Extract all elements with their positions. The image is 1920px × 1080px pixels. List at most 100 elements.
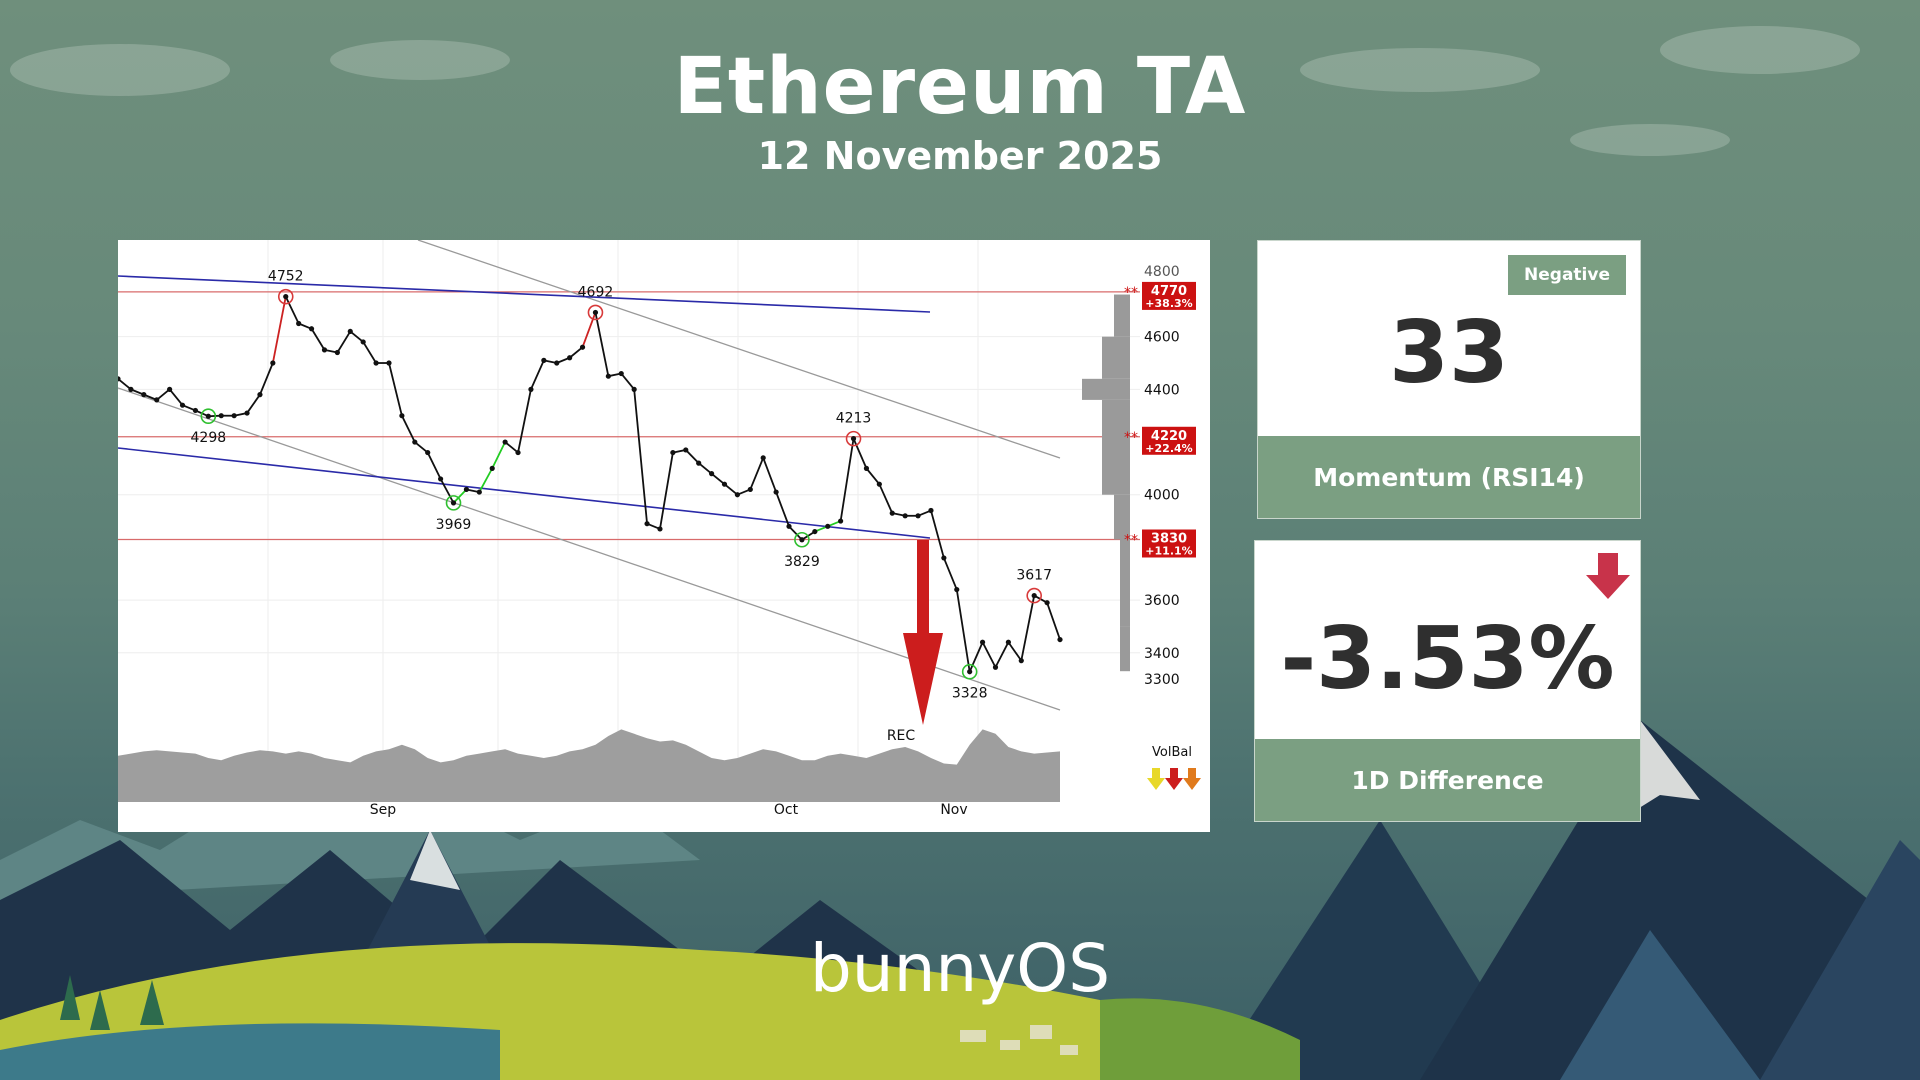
price-point <box>876 481 882 487</box>
price-segment <box>336 330 352 353</box>
swing-marker <box>794 531 810 548</box>
price-point <box>838 518 844 524</box>
price-point <box>515 449 521 456</box>
price-point <box>579 344 586 350</box>
volume-area <box>118 729 1060 802</box>
price-point <box>1005 639 1011 645</box>
price-segment <box>118 378 132 391</box>
level-change: +22.4% <box>1145 442 1192 455</box>
price-segment <box>930 510 945 559</box>
price-segment <box>594 312 610 377</box>
price-point <box>683 447 689 453</box>
down-arrow-icon <box>1586 553 1630 599</box>
price-point <box>1018 658 1024 664</box>
price-point <box>928 507 934 514</box>
price-point <box>283 294 289 300</box>
price-point <box>747 486 753 493</box>
price-point <box>118 376 121 382</box>
swing-label: 3969 <box>436 517 472 533</box>
level-price-box <box>1142 529 1196 558</box>
price-point <box>915 513 921 519</box>
price-point <box>386 360 392 366</box>
price-point <box>954 586 960 593</box>
price-point <box>889 510 895 516</box>
daily-difference-label: 1D Difference <box>1255 739 1640 821</box>
price-segment <box>401 415 416 443</box>
swing-marker <box>277 288 294 305</box>
price-segment <box>414 441 429 454</box>
page-title: Ethereum TA <box>673 42 1247 132</box>
price-point <box>825 523 831 529</box>
price-segment <box>685 449 700 464</box>
price-chart-svg: 4752 4692 4213 3617 4298 3969 3829 3328 REC 3300 3… <box>118 240 1201 818</box>
price-segment <box>246 394 261 414</box>
price-point <box>902 513 908 519</box>
price-segment <box>284 296 300 324</box>
price-point <box>734 492 740 498</box>
price-point <box>1031 593 1037 599</box>
price-point <box>438 476 444 482</box>
swing-label: 4213 <box>836 411 872 427</box>
y-tick-label: 4000 <box>1144 488 1180 504</box>
rsi-value: 33 <box>1389 303 1509 403</box>
level-price-box <box>1142 426 1196 455</box>
price-point <box>528 386 534 392</box>
level-change: +38.3% <box>1145 297 1192 310</box>
price-point <box>192 407 199 414</box>
price-segment <box>517 389 532 453</box>
price-point <box>670 449 676 456</box>
rec-down-arrow <box>903 540 943 725</box>
y-tick-label: 4800 <box>1144 264 1180 280</box>
swing-marker <box>1026 587 1042 604</box>
price-point <box>296 320 302 327</box>
price-segment <box>865 467 881 485</box>
level-change: +11.1% <box>1145 544 1192 557</box>
volbal-label: VolBal <box>1152 745 1192 760</box>
price-point <box>863 465 870 471</box>
swing-marker <box>445 495 462 511</box>
price-point <box>218 413 224 419</box>
price-segment <box>452 488 468 504</box>
price-point <box>373 360 379 366</box>
price-point <box>502 439 508 445</box>
swing-label: 3328 <box>952 686 988 702</box>
level-star-marker: ** <box>1124 532 1138 548</box>
price-segment <box>168 388 184 406</box>
price-point <box>1057 636 1063 643</box>
price-segment <box>943 557 958 590</box>
y-tick-label: 3300 <box>1144 672 1180 688</box>
price-segment <box>310 328 326 351</box>
price-segment <box>581 312 597 348</box>
price-point <box>941 555 947 561</box>
price-point <box>308 326 315 332</box>
price-point <box>179 402 186 408</box>
level-price: 4220 <box>1151 429 1187 444</box>
price-point <box>167 386 173 392</box>
y-tick-label: 3400 <box>1144 646 1180 662</box>
price-point <box>463 486 470 493</box>
swing-label: 4692 <box>578 284 614 300</box>
price-point <box>592 309 599 316</box>
price-segment <box>349 330 364 343</box>
price-segment <box>156 388 171 401</box>
channel-lower-line <box>118 387 1061 711</box>
price-point <box>244 410 250 416</box>
price-point <box>412 439 418 445</box>
price-segment <box>762 457 777 493</box>
price-segment <box>788 525 803 541</box>
price-segment <box>749 457 765 490</box>
price-segment <box>1007 641 1023 662</box>
price-segment <box>698 462 713 475</box>
price-point <box>360 339 366 345</box>
price-point <box>657 526 663 532</box>
price-point <box>812 528 818 535</box>
price-point <box>992 664 999 670</box>
swing-label: 4752 <box>268 269 304 285</box>
price-segment <box>504 441 519 454</box>
price-segment <box>775 491 790 527</box>
price-segment <box>426 452 442 480</box>
swing-label: 3829 <box>784 554 820 570</box>
price-point <box>850 436 857 442</box>
y-tick-label: 3600 <box>1144 593 1180 609</box>
volbal-down-arrow-icon <box>1165 768 1183 790</box>
